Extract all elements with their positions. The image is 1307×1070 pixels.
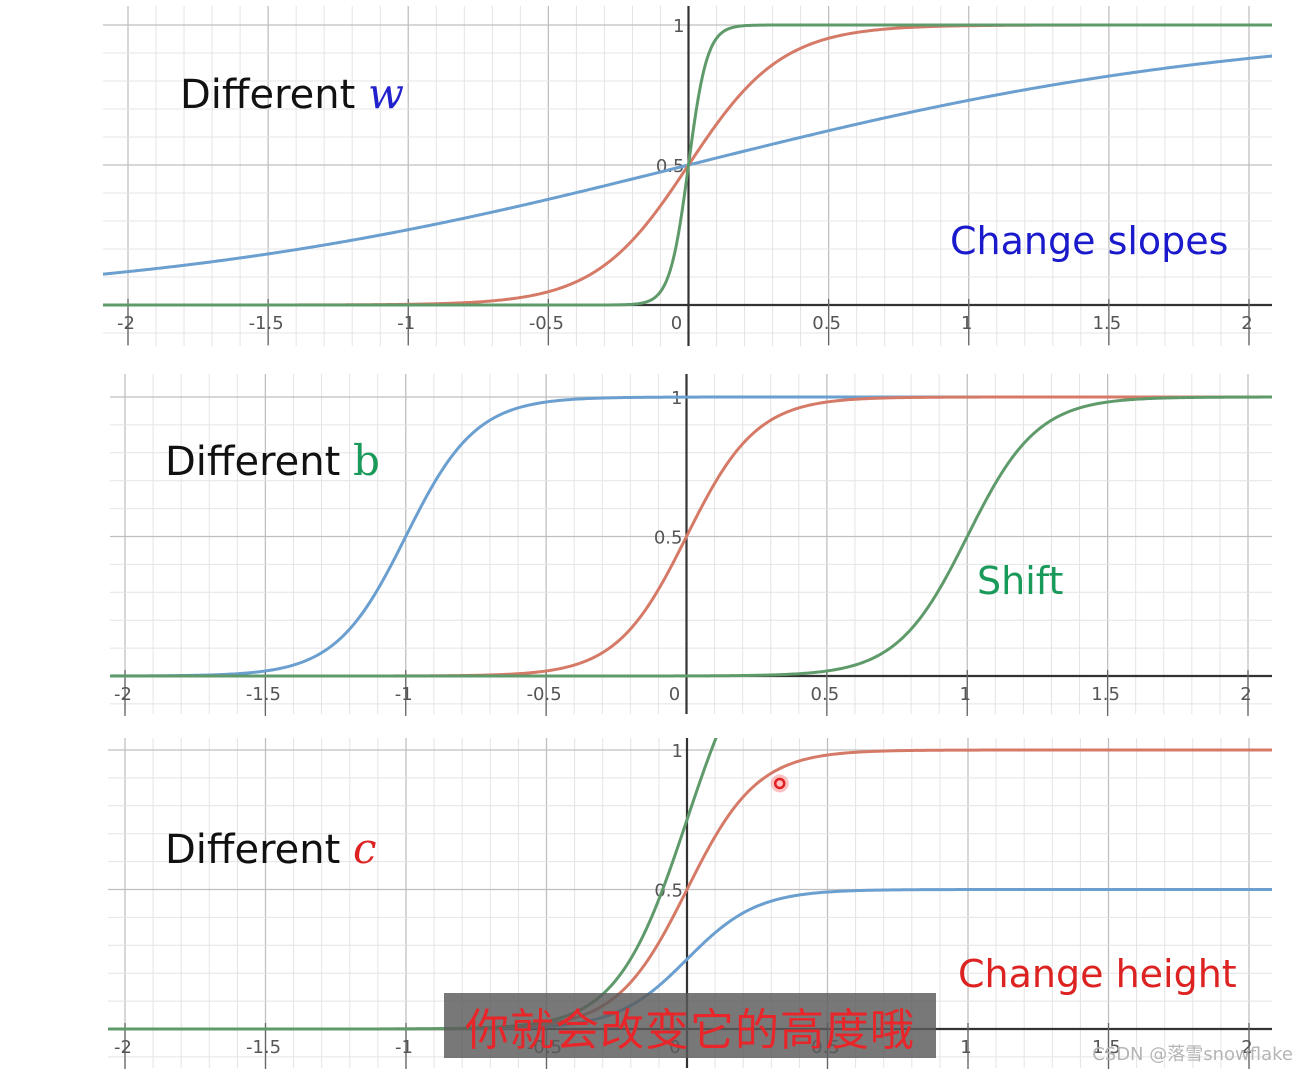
panel-title-variable: b [353, 436, 380, 485]
x-tick-label: 1.5 [1091, 684, 1120, 705]
y-tick-label: 1 [672, 741, 683, 762]
panel-title-variable: c [353, 824, 377, 873]
x-tick-label: -0.5 [529, 313, 564, 334]
x-tick-label: 1.5 [1092, 1037, 1121, 1058]
x-tick-label: -1 [395, 684, 413, 705]
subtitle-text: 你就会改变它的高度哦 [465, 1004, 915, 1056]
x-tick-label: 0 [671, 313, 682, 334]
x-tick-label: -1.5 [249, 313, 284, 334]
x-tick-label: 0.5 [812, 313, 841, 334]
panel-annotation: Shift [977, 559, 1063, 603]
series-group [103, 23, 1272, 307]
panel-title-text: Different [165, 439, 353, 485]
panel-title-text: Different [180, 72, 368, 118]
watermark: CSDN @落雪snowflake [1092, 1044, 1293, 1065]
x-tick-label: -2 [114, 1037, 132, 1058]
panel-title: Different c [165, 824, 377, 873]
x-tick-label: -2 [114, 684, 132, 705]
panel-title-variable: w [368, 69, 404, 118]
x-tick-label: 1 [960, 684, 971, 705]
y-tick-label: 1 [673, 16, 684, 37]
panel-annotation: Change height [958, 952, 1237, 996]
series-line-3 [103, 23, 1272, 307]
cursor-highlight [770, 774, 789, 793]
panel-title-text: Different [165, 827, 353, 873]
series-line-3 [108, 738, 718, 1031]
x-tick-label: 1 [960, 1037, 971, 1058]
x-tick-label: -1.5 [246, 684, 281, 705]
x-tick-label: 0 [669, 684, 680, 705]
panel-title: Different w [180, 69, 404, 118]
x-tick-label: -1 [395, 1037, 413, 1058]
x-tick-label: -1 [397, 313, 415, 334]
x-tick-label: -0.5 [527, 684, 562, 705]
x-tick-label: -2 [117, 313, 135, 334]
panel-annotation: Change slopes [950, 219, 1228, 263]
cursor-dot [773, 777, 786, 790]
series-group [108, 738, 1272, 1031]
grid [110, 374, 1272, 714]
video-subtitle: 你就会改变它的高度哦 [444, 993, 936, 1058]
y-tick-label: 0.5 [654, 528, 683, 549]
series-line-3 [110, 395, 1272, 678]
x-tick-label: 0.5 [811, 684, 840, 705]
series-group [110, 395, 1272, 678]
x-tick-label: 1.5 [1093, 313, 1122, 334]
panel-title: Different b [165, 436, 380, 485]
x-tick-label: 1 [961, 313, 972, 334]
x-tick-label: 2 [1240, 684, 1251, 705]
x-tick-label: 2 [1241, 1037, 1252, 1058]
x-tick-label: 2 [1241, 313, 1252, 334]
x-tick-label: -1.5 [246, 1037, 281, 1058]
